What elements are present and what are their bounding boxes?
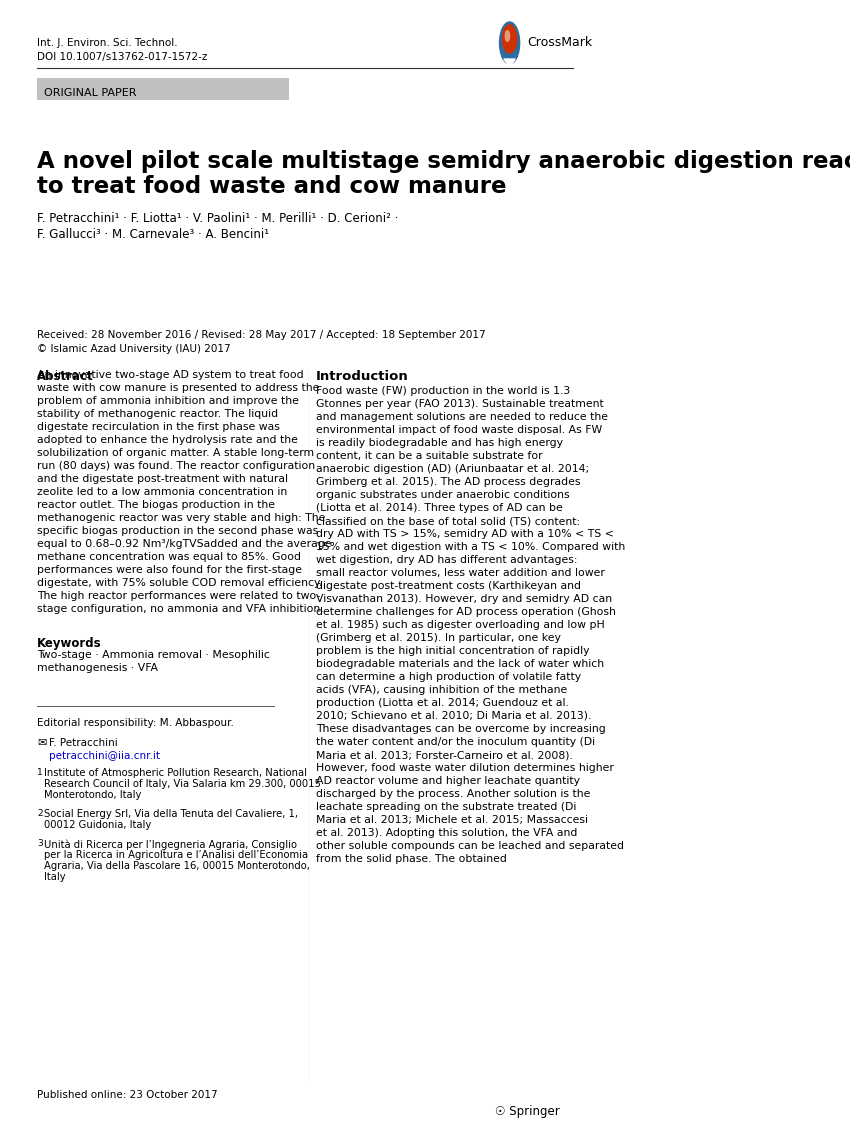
Text: digestate post-treatment costs (Karthikeyan and: digestate post-treatment costs (Karthike…: [316, 581, 581, 590]
Text: specific biogas production in the second phase was: specific biogas production in the second…: [37, 526, 319, 536]
Text: digestate recirculation in the first phase was: digestate recirculation in the first pha…: [37, 422, 280, 432]
Text: dry AD with TS > 15%, semidry AD with a 10% < TS <: dry AD with TS > 15%, semidry AD with a …: [316, 530, 614, 539]
Text: Introduction: Introduction: [316, 370, 409, 383]
Text: AD reactor volume and higher leachate quantity: AD reactor volume and higher leachate qu…: [316, 776, 580, 786]
Text: leachate spreading on the substrate treated (Di: leachate spreading on the substrate trea…: [316, 802, 576, 812]
Text: F. Gallucci³ · M. Carnevale³ · A. Bencini¹: F. Gallucci³ · M. Carnevale³ · A. Bencin…: [37, 228, 269, 240]
Text: production (Liotta et al. 2014; Guendouz et al.: production (Liotta et al. 2014; Guendouz…: [316, 698, 569, 708]
Text: other soluble compounds can be leached and separated: other soluble compounds can be leached a…: [316, 841, 624, 851]
Text: Maria et al. 2013; Michele et al. 2015; Massaccesi: Maria et al. 2013; Michele et al. 2015; …: [316, 815, 588, 825]
Text: Italy: Italy: [44, 872, 66, 882]
Text: A novel pilot scale multistage semidry anaerobic digestion reactor: A novel pilot scale multistage semidry a…: [37, 150, 850, 173]
Text: Social Energy Srl, Via della Tenuta del Cavaliere, 1,: Social Energy Srl, Via della Tenuta del …: [44, 809, 298, 819]
Text: wet digestion, dry AD has different advantages:: wet digestion, dry AD has different adva…: [316, 555, 577, 564]
Text: problem is the high initial concentration of rapidly: problem is the high initial concentratio…: [316, 646, 589, 656]
Text: (Liotta et al. 2014). Three types of AD can be: (Liotta et al. 2014). Three types of AD …: [316, 504, 563, 513]
Text: run (80 days) was found. The reactor configuration: run (80 days) was found. The reactor con…: [37, 461, 315, 471]
Text: biodegradable materials and the lack of water which: biodegradable materials and the lack of …: [316, 659, 604, 669]
Text: 2010; Schievano et al. 2010; Di Maria et al. 2013).: 2010; Schievano et al. 2010; Di Maria et…: [316, 711, 592, 721]
Text: environmental impact of food waste disposal. As FW: environmental impact of food waste dispo…: [316, 425, 602, 435]
Text: Published online: 23 October 2017: Published online: 23 October 2017: [37, 1089, 218, 1100]
Text: Received: 28 November 2016 / Revised: 28 May 2017 / Accepted: 18 September 2017: Received: 28 November 2016 / Revised: 28…: [37, 330, 486, 340]
Ellipse shape: [505, 30, 510, 42]
Text: anaerobic digestion (AD) (Ariunbaatar et al. 2014;: anaerobic digestion (AD) (Ariunbaatar et…: [316, 464, 589, 474]
Text: stage configuration, no ammonia and VFA inhibition.: stage configuration, no ammonia and VFA …: [37, 604, 324, 614]
Text: petracchini@iia.cnr.it: petracchini@iia.cnr.it: [48, 751, 160, 761]
Text: methanogenesis · VFA: methanogenesis · VFA: [37, 663, 158, 673]
Text: discharged by the process. Another solution is the: discharged by the process. Another solut…: [316, 789, 590, 799]
Text: An innovative two-stage AD system to treat food: An innovative two-stage AD system to tre…: [37, 370, 304, 380]
Text: and management solutions are needed to reduce the: and management solutions are needed to r…: [316, 412, 608, 422]
Text: from the solid phase. The obtained: from the solid phase. The obtained: [316, 854, 507, 864]
Text: content, it can be a suitable substrate for: content, it can be a suitable substrate …: [316, 450, 542, 461]
Text: Editorial responsibility: M. Abbaspour.: Editorial responsibility: M. Abbaspour.: [37, 718, 235, 728]
Text: zeolite led to a low ammonia concentration in: zeolite led to a low ammonia concentrati…: [37, 487, 287, 497]
Text: et al. 2013). Adopting this solution, the VFA and: et al. 2013). Adopting this solution, th…: [316, 828, 577, 838]
Text: determine challenges for AD process operation (Ghosh: determine challenges for AD process oper…: [316, 607, 615, 618]
Text: et al. 1985) such as digester overloading and low pH: et al. 1985) such as digester overloadin…: [316, 620, 604, 630]
Text: CrossMark: CrossMark: [528, 36, 592, 50]
Text: per la Ricerca in Agricoltura e l’Analisi dell’Economia: per la Ricerca in Agricoltura e l’Analis…: [44, 850, 309, 860]
Text: can determine a high production of volatile fatty: can determine a high production of volat…: [316, 672, 581, 682]
Text: is readily biodegradable and has high energy: is readily biodegradable and has high en…: [316, 438, 563, 448]
Text: and the digestate post-treatment with natural: and the digestate post-treatment with na…: [37, 474, 288, 484]
Text: small reactor volumes, less water addition and lower: small reactor volumes, less water additi…: [316, 568, 604, 578]
Text: Abstract: Abstract: [37, 370, 94, 383]
Text: Keywords: Keywords: [37, 637, 102, 650]
Text: Int. J. Environ. Sci. Technol.: Int. J. Environ. Sci. Technol.: [37, 38, 178, 49]
Polygon shape: [504, 59, 515, 67]
Text: © Islamic Azad University (IAU) 2017: © Islamic Azad University (IAU) 2017: [37, 344, 231, 355]
Text: methane concentration was equal to 85%. Good: methane concentration was equal to 85%. …: [37, 552, 301, 562]
Ellipse shape: [502, 25, 517, 53]
Text: ✉: ✉: [37, 738, 47, 749]
Text: Visvanathan 2013). However, dry and semidry AD can: Visvanathan 2013). However, dry and semi…: [316, 594, 612, 604]
Text: 3: 3: [37, 839, 43, 848]
Text: solubilization of organic matter. A stable long-term: solubilization of organic matter. A stab…: [37, 448, 314, 458]
Text: acids (VFA), causing inhibition of the methane: acids (VFA), causing inhibition of the m…: [316, 685, 567, 695]
Text: the water content and/or the inoculum quantity (Di: the water content and/or the inoculum qu…: [316, 737, 595, 747]
Text: 1: 1: [37, 768, 43, 777]
Text: adopted to enhance the hydrolysis rate and the: adopted to enhance the hydrolysis rate a…: [37, 435, 298, 445]
Text: DOI 10.1007/s13762-017-1572-z: DOI 10.1007/s13762-017-1572-z: [37, 52, 207, 62]
Ellipse shape: [500, 21, 519, 64]
Text: Agraria, Via della Pascolare 16, 00015 Monterotondo,: Agraria, Via della Pascolare 16, 00015 M…: [44, 861, 310, 870]
Text: Monterotondo, Italy: Monterotondo, Italy: [44, 790, 142, 800]
Text: ☉ Springer: ☉ Springer: [495, 1105, 560, 1118]
Text: waste with cow manure is presented to address the: waste with cow manure is presented to ad…: [37, 383, 320, 393]
Text: F. Petracchini¹ · F. Liotta¹ · V. Paolini¹ · M. Perilli¹ · D. Cerioni² ·: F. Petracchini¹ · F. Liotta¹ · V. Paolin…: [37, 212, 399, 225]
Text: Gtonnes per year (FAO 2013). Sustainable treatment: Gtonnes per year (FAO 2013). Sustainable…: [316, 399, 604, 409]
Text: problem of ammonia inhibition and improve the: problem of ammonia inhibition and improv…: [37, 396, 299, 406]
Text: Institute of Atmospheric Pollution Research, National: Institute of Atmospheric Pollution Resea…: [44, 768, 308, 778]
Text: equal to 0.68–0.92 Nm³/kgTVSadded and the average: equal to 0.68–0.92 Nm³/kgTVSadded and th…: [37, 539, 332, 549]
Text: ORIGINAL PAPER: ORIGINAL PAPER: [44, 88, 137, 98]
Text: (Grimberg et al. 2015). In particular, one key: (Grimberg et al. 2015). In particular, o…: [316, 633, 561, 644]
Text: reactor outlet. The biogas production in the: reactor outlet. The biogas production in…: [37, 500, 275, 510]
Text: These disadvantages can be overcome by increasing: These disadvantages can be overcome by i…: [316, 724, 605, 734]
Text: methanogenic reactor was very stable and high: The: methanogenic reactor was very stable and…: [37, 513, 326, 523]
Text: performances were also found for the first-stage: performances were also found for the fir…: [37, 564, 303, 575]
Text: to treat food waste and cow manure: to treat food waste and cow manure: [37, 175, 507, 198]
Text: stability of methanogenic reactor. The liquid: stability of methanogenic reactor. The l…: [37, 409, 279, 419]
Text: 00012 Guidonia, Italy: 00012 Guidonia, Italy: [44, 820, 152, 830]
Text: Research Council of Italy, Via Salaria km 29.300, 00015: Research Council of Italy, Via Salaria k…: [44, 779, 321, 789]
Text: Maria et al. 2013; Forster-Carneiro et al. 2008).: Maria et al. 2013; Forster-Carneiro et a…: [316, 750, 573, 760]
Text: Unità di Ricerca per l’Ingegneria Agraria, Consiglio: Unità di Ricerca per l’Ingegneria Agrari…: [44, 839, 298, 849]
Text: organic substrates under anaerobic conditions: organic substrates under anaerobic condi…: [316, 490, 570, 500]
Text: classified on the base of total solid (TS) content:: classified on the base of total solid (T…: [316, 516, 580, 526]
Text: Two-stage · Ammonia removal · Mesophilic: Two-stage · Ammonia removal · Mesophilic: [37, 650, 270, 660]
FancyBboxPatch shape: [37, 78, 288, 100]
Text: digestate, with 75% soluble COD removal efficiency.: digestate, with 75% soluble COD removal …: [37, 578, 322, 588]
Text: 2: 2: [37, 809, 43, 819]
Text: Food waste (FW) production in the world is 1.3: Food waste (FW) production in the world …: [316, 386, 570, 396]
Text: F. Petracchini: F. Petracchini: [48, 738, 117, 749]
Text: The high reactor performances were related to two-: The high reactor performances were relat…: [37, 590, 320, 601]
Text: Grimberg et al. 2015). The AD process degrades: Grimberg et al. 2015). The AD process de…: [316, 476, 581, 487]
Text: However, food waste water dilution determines higher: However, food waste water dilution deter…: [316, 763, 614, 773]
Text: 15% and wet digestion with a TS < 10%. Compared with: 15% and wet digestion with a TS < 10%. C…: [316, 542, 625, 552]
